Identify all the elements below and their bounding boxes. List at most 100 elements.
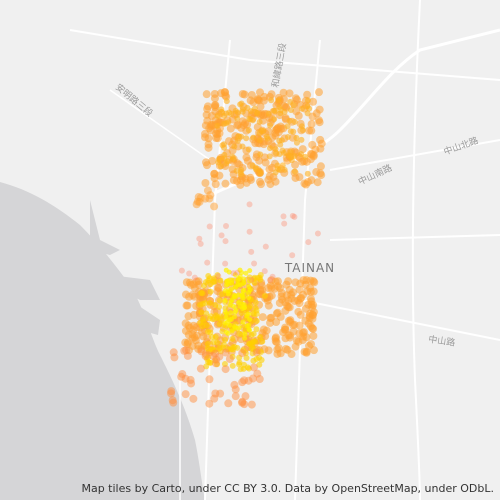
heat-point bbox=[285, 89, 294, 98]
heat-point bbox=[232, 284, 238, 290]
city-label: TAINAN bbox=[284, 261, 335, 275]
heat-point bbox=[276, 166, 283, 173]
heat-point bbox=[226, 124, 235, 133]
heat-point bbox=[287, 107, 294, 114]
heat-point bbox=[291, 168, 298, 175]
heat-point bbox=[254, 110, 261, 117]
heat-point bbox=[224, 399, 233, 408]
heat-point bbox=[247, 116, 254, 123]
heat-point bbox=[206, 275, 213, 282]
heat-point bbox=[207, 288, 214, 295]
heat-point bbox=[291, 278, 300, 287]
heat-point bbox=[267, 145, 274, 152]
heat-point bbox=[224, 311, 230, 317]
heat-point bbox=[266, 153, 273, 160]
heat-point bbox=[222, 297, 228, 303]
heat-point bbox=[205, 375, 214, 384]
road bbox=[299, 299, 500, 341]
heat-point bbox=[253, 326, 260, 333]
heat-point bbox=[242, 153, 251, 162]
heat-point bbox=[298, 105, 305, 112]
heat-point bbox=[216, 297, 223, 304]
heat-point bbox=[275, 97, 282, 104]
heat-point bbox=[253, 317, 260, 324]
heat-point bbox=[219, 328, 226, 335]
heat-point bbox=[312, 109, 321, 118]
heat-point bbox=[237, 171, 244, 178]
heat-point bbox=[196, 235, 203, 242]
heat-point bbox=[201, 352, 210, 361]
heat-point bbox=[218, 232, 225, 239]
heat-point bbox=[292, 336, 301, 345]
heat-point bbox=[304, 103, 311, 110]
heat-point bbox=[291, 342, 300, 351]
heat-point bbox=[178, 370, 187, 379]
heat-point bbox=[294, 296, 303, 305]
heat-point bbox=[256, 137, 263, 144]
heat-point bbox=[284, 303, 293, 312]
heat-point bbox=[231, 314, 237, 320]
heat-point bbox=[182, 346, 191, 355]
heat-point bbox=[207, 111, 216, 120]
heat-point bbox=[277, 107, 284, 114]
heat-point bbox=[242, 331, 248, 337]
heat-point bbox=[256, 102, 265, 111]
heat-point bbox=[309, 287, 318, 296]
heat-point bbox=[306, 294, 315, 303]
heat-point bbox=[307, 300, 316, 309]
heat-point bbox=[202, 90, 211, 99]
heat-point bbox=[247, 302, 254, 309]
heat-point bbox=[281, 166, 288, 173]
heat-point bbox=[231, 385, 240, 394]
heat-point bbox=[197, 240, 204, 247]
heat-point bbox=[229, 335, 236, 342]
heat-point bbox=[204, 341, 211, 348]
heat-point bbox=[206, 299, 213, 306]
heat-point bbox=[188, 341, 197, 350]
heat-point bbox=[305, 126, 314, 135]
heat-point bbox=[237, 123, 246, 132]
heat-point bbox=[214, 112, 221, 119]
heat-point bbox=[255, 375, 264, 384]
heat-point bbox=[231, 143, 238, 150]
heat-point bbox=[238, 349, 247, 358]
heat-point bbox=[201, 282, 208, 289]
heat-point bbox=[305, 239, 312, 246]
heat-point bbox=[274, 282, 283, 291]
heat-point bbox=[303, 90, 312, 99]
street-label: 中山路 bbox=[428, 333, 456, 349]
heat-point bbox=[304, 110, 311, 117]
heat-point bbox=[263, 133, 270, 140]
heat-point bbox=[238, 100, 245, 107]
heat-point bbox=[214, 283, 223, 292]
heat-point bbox=[256, 88, 265, 97]
heat-point bbox=[204, 134, 213, 143]
harbor bbox=[90, 200, 160, 335]
heat-point bbox=[203, 310, 210, 317]
heat-point bbox=[262, 243, 269, 250]
heat-point bbox=[181, 338, 190, 347]
heat-point bbox=[279, 88, 288, 97]
heat-point bbox=[221, 341, 228, 348]
heat-point bbox=[271, 334, 280, 343]
heat-point bbox=[289, 212, 296, 219]
heat-point bbox=[314, 116, 323, 125]
heat-point bbox=[243, 135, 250, 142]
road bbox=[69, 29, 500, 81]
heat-point bbox=[223, 222, 230, 229]
heat-point bbox=[247, 317, 253, 323]
heat-point bbox=[222, 238, 229, 245]
heat-point bbox=[246, 284, 252, 290]
heat-point bbox=[191, 274, 198, 281]
heat-point bbox=[217, 313, 224, 320]
heat-point bbox=[238, 398, 247, 407]
heat-point bbox=[184, 312, 193, 321]
heat-point bbox=[167, 387, 176, 396]
heat-point bbox=[246, 274, 253, 281]
heat-point bbox=[243, 270, 249, 276]
heat-point bbox=[306, 149, 315, 158]
heat-point bbox=[262, 326, 271, 335]
heat-point bbox=[211, 180, 220, 189]
heat-point bbox=[235, 277, 241, 283]
heat-point bbox=[246, 295, 252, 301]
